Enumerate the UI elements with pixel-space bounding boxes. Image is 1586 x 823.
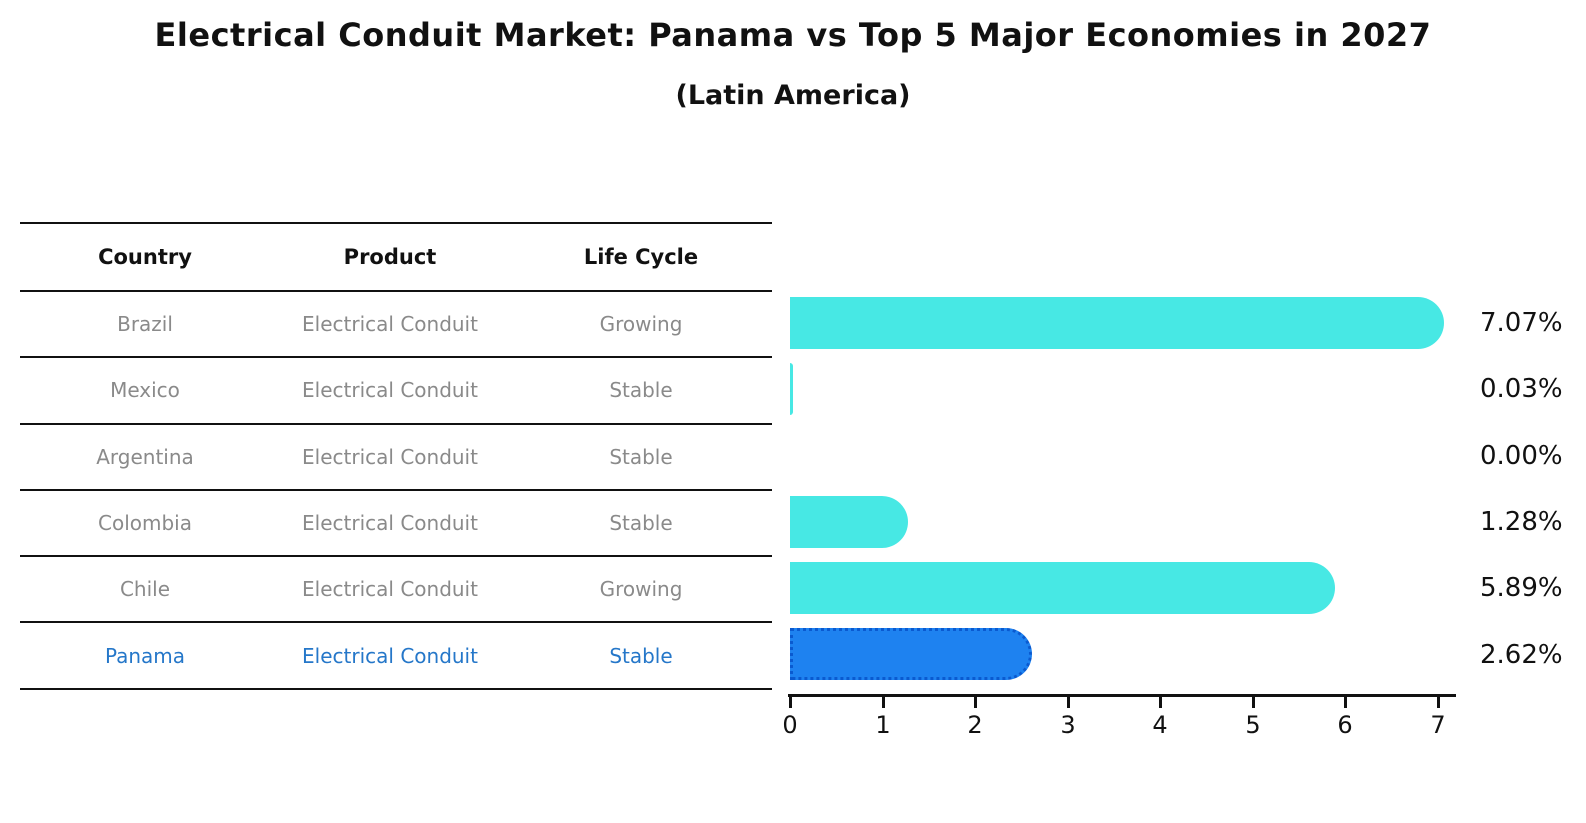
value-label-colombia: 1.28% xyxy=(1480,507,1563,538)
bar-colombia xyxy=(790,495,909,548)
value-label-panama: 2.62% xyxy=(1480,639,1563,670)
cell-product: Electrical Conduit xyxy=(302,312,478,337)
cell-country: Chile xyxy=(119,577,171,602)
x-axis-line xyxy=(788,694,1456,697)
table-row: Argentina Electrical Conduit Stable xyxy=(20,425,772,491)
table-row: Colombia Electrical Conduit Stable xyxy=(20,491,772,558)
cell-product: Electrical Conduit xyxy=(302,378,478,403)
bar-row-chile: 5.89% xyxy=(790,555,1563,621)
country-table: Country Product Life Cycle Brazil Electr… xyxy=(20,222,772,690)
bar-row-mexico: 0.03% xyxy=(790,356,1563,422)
bar-brazil xyxy=(790,297,1444,349)
x-tick-7: 7 xyxy=(1418,697,1458,739)
tick-mark xyxy=(973,697,977,708)
chart-subtitle: (Latin America) xyxy=(675,80,911,111)
chart-title: Electrical Conduit Market: Panama vs Top… xyxy=(154,16,1432,54)
bar-row-colombia: 1.28% xyxy=(790,489,1563,555)
table-row: Mexico Electrical Conduit Stable xyxy=(20,358,772,425)
x-axis-ticks: 0 1 2 3 4 5 6 7 xyxy=(782,697,1458,747)
table-row: Brazil Electrical Conduit Growing xyxy=(20,292,772,359)
x-tick-6: 6 xyxy=(1325,697,1365,739)
cell-life-cycle: Growing xyxy=(599,577,683,602)
tick-mark xyxy=(788,697,792,708)
tick-mark xyxy=(1343,697,1347,708)
x-tick-3: 3 xyxy=(1048,697,1088,739)
cell-life-cycle: Stable xyxy=(609,643,673,668)
cell-country: Brazil xyxy=(117,312,173,337)
tick-mark xyxy=(1251,697,1255,708)
cell-product: Electrical Conduit xyxy=(302,444,478,469)
bar-chart-area: 7.07% 0.03% 0.00% 1.28% 5.89% 2.62% xyxy=(790,290,1563,688)
bar-panama-highlighted xyxy=(790,628,1033,681)
bar-row-argentina: 0.00% xyxy=(790,423,1563,489)
bar-row-brazil: 7.07% xyxy=(790,290,1563,356)
cell-life-cycle: Growing xyxy=(599,312,683,337)
value-label-brazil: 7.07% xyxy=(1480,308,1563,339)
x-tick-1: 1 xyxy=(863,697,903,739)
cell-life-cycle: Stable xyxy=(609,378,673,403)
cell-country: Colombia xyxy=(98,511,192,536)
column-header-life-cycle: Life Cycle xyxy=(583,245,699,269)
cell-product: Electrical Conduit xyxy=(302,577,478,602)
cell-product: Electrical Conduit xyxy=(302,643,478,668)
cell-country: Panama xyxy=(104,643,186,668)
bar-chile xyxy=(790,562,1335,615)
bar-row-panama: 2.62% xyxy=(790,621,1563,687)
table-row: Chile Electrical Conduit Growing xyxy=(20,557,772,624)
value-label-mexico: 0.03% xyxy=(1480,374,1563,405)
value-label-chile: 5.89% xyxy=(1480,573,1563,604)
table-header-row: Country Product Life Cycle xyxy=(20,224,772,292)
x-tick-5: 5 xyxy=(1233,697,1273,739)
value-label-argentina: 0.00% xyxy=(1480,440,1563,471)
tick-mark xyxy=(1066,697,1070,708)
table-row-highlight-panama: Panama Electrical Conduit Stable xyxy=(20,623,772,690)
x-tick-4: 4 xyxy=(1140,697,1180,739)
cell-country: Argentina xyxy=(96,444,194,469)
column-header-country: Country xyxy=(98,245,192,269)
cell-country: Mexico xyxy=(110,378,180,403)
cell-product: Electrical Conduit xyxy=(302,511,478,536)
tick-mark xyxy=(881,697,885,708)
x-tick-2: 2 xyxy=(955,697,995,739)
cell-life-cycle: Stable xyxy=(609,511,673,536)
tick-mark xyxy=(1158,697,1162,708)
cell-life-cycle: Stable xyxy=(609,444,673,469)
bar-mexico xyxy=(790,363,793,416)
column-header-product: Product xyxy=(343,245,437,269)
tick-mark xyxy=(1436,697,1440,708)
x-tick-0: 0 xyxy=(770,697,810,739)
